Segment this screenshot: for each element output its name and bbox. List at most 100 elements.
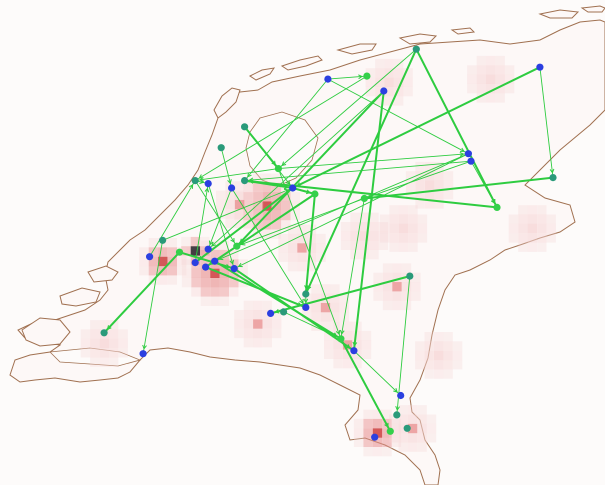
density-cell [476,74,486,84]
density-cell [398,205,409,215]
density-cell [375,58,385,69]
route-line [283,311,342,340]
station-node-blue [302,303,310,311]
density-cell [324,330,334,341]
density-cell [411,291,421,301]
density-cell [311,293,321,303]
density-cell [244,218,254,228]
station-node-teal [549,174,557,182]
station-node-green [360,194,368,203]
density-cell [518,205,528,215]
density-cell [287,243,298,253]
density-cell [527,223,537,234]
density-cell [330,293,340,303]
density-cell [200,287,211,297]
density-cell [394,86,404,97]
density-cell [375,96,385,106]
density-cell [495,93,505,103]
density-cell [378,222,389,232]
density-cell [262,220,272,230]
density-cell [330,312,340,322]
route-arrowhead [368,195,374,200]
station-node-blue [289,184,297,192]
station-node-green [233,242,241,250]
density-cell [434,341,444,351]
density-cell [434,171,444,181]
density-cell [398,242,409,252]
density-cell [210,287,220,297]
station-node-green [274,165,282,173]
density-cell [352,349,362,359]
density-cell [297,233,307,244]
density-cell [210,249,220,260]
density-cell [243,328,254,339]
station-node-teal [403,424,411,432]
density-cell [253,310,263,320]
route-line [291,66,541,189]
density-cell [311,312,321,322]
density-cell [518,214,528,224]
estuary-scheldt [49,347,142,367]
density-cell [384,96,394,106]
route-line [204,193,316,269]
density-cell [252,192,263,202]
density-cell [504,83,515,94]
density-cell [372,418,383,429]
route-line [149,180,196,258]
density-cell [225,209,235,219]
island-vlieland [249,67,276,81]
density-cell [320,321,331,331]
density-cell [252,173,263,183]
density-cell [167,266,177,276]
density-cell [424,199,435,209]
density-cell [253,319,263,329]
density-cell [287,261,298,272]
density-cell [148,247,159,257]
density-cell [243,310,254,320]
density-cell [401,300,412,311]
station-node-green [493,203,501,211]
density-cell [244,209,254,219]
density-cell [301,293,312,303]
route-arrowhead [393,388,398,393]
route-line [162,187,294,241]
route-arrowhead [281,161,287,167]
density-cell [417,442,427,452]
density-cell [434,199,444,209]
density-cell [339,302,350,313]
density-cell [352,330,362,341]
density-cell [330,321,340,331]
route-arrowhead [332,333,338,338]
station-node-blue [536,63,544,71]
density-cell [392,291,402,301]
density-cell [424,180,435,190]
density-cell [537,214,547,224]
density-cell [333,358,343,369]
density-cell [527,214,537,224]
density-cell [278,233,288,244]
density-cell [118,338,128,349]
density-cell [394,77,404,87]
density-cell [415,199,425,209]
route-line [233,153,469,270]
density-cell [361,330,372,341]
density-cell [495,55,505,66]
density-cell [405,189,416,200]
station-node-blue [397,391,405,400]
density-cell [109,357,119,367]
density-cell [181,268,192,278]
density-cell [443,360,453,370]
density-cell [443,189,454,200]
route-line [178,251,236,270]
density-cell [408,214,418,224]
density-cell [382,291,393,301]
density-cell [272,328,282,339]
density-cell [158,256,168,267]
route-line [363,160,472,199]
density-cell [424,360,434,370]
density-cell [229,287,239,297]
island-schouwen [59,287,101,307]
route-line [213,260,342,340]
density-cell [361,340,372,350]
density-cell [350,222,360,232]
